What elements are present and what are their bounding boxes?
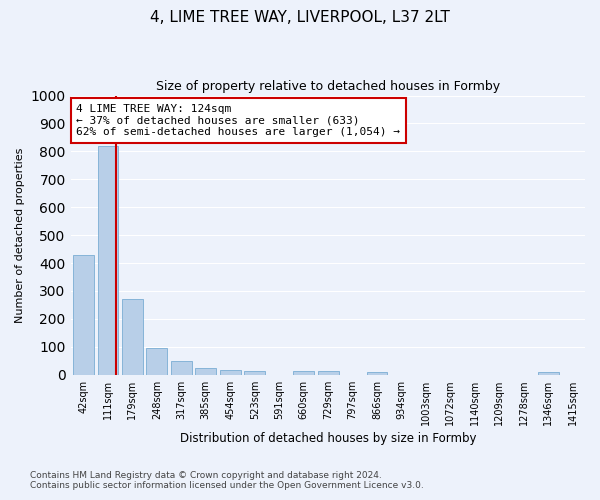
Text: Contains HM Land Registry data © Crown copyright and database right 2024.
Contai: Contains HM Land Registry data © Crown c… (30, 470, 424, 490)
Bar (196, 368, 216, 374)
Bar (220, 370, 241, 374)
Bar (367, 372, 388, 374)
Bar (171, 360, 192, 374)
Bar (244, 372, 265, 374)
Bar (318, 372, 338, 374)
Text: 4, LIME TREE WAY, LIVERPOOL, L37 2LT: 4, LIME TREE WAY, LIVERPOOL, L37 2LT (150, 10, 450, 25)
Bar (98, 146, 118, 374)
Text: 4 LIME TREE WAY: 124sqm
← 37% of detached houses are smaller (633)
62% of semi-d: 4 LIME TREE WAY: 124sqm ← 37% of detache… (76, 104, 400, 137)
Bar (146, 348, 167, 374)
X-axis label: Distribution of detached houses by size in Formby: Distribution of detached houses by size … (180, 432, 476, 445)
Y-axis label: Number of detached properties: Number of detached properties (15, 148, 25, 323)
Bar (293, 372, 314, 374)
Title: Size of property relative to detached houses in Formby: Size of property relative to detached ho… (156, 80, 500, 93)
Bar (538, 372, 559, 374)
Bar (122, 300, 143, 374)
Bar (73, 254, 94, 374)
